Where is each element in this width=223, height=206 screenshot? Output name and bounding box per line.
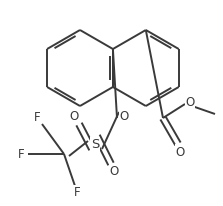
Text: O: O	[175, 145, 185, 158]
Text: O: O	[109, 165, 119, 178]
Text: S: S	[91, 138, 99, 151]
Text: F: F	[74, 186, 80, 199]
Text: O: O	[119, 110, 129, 123]
Text: O: O	[185, 96, 195, 109]
Text: F: F	[34, 111, 40, 124]
Text: F: F	[18, 148, 24, 161]
Text: O: O	[69, 110, 79, 123]
